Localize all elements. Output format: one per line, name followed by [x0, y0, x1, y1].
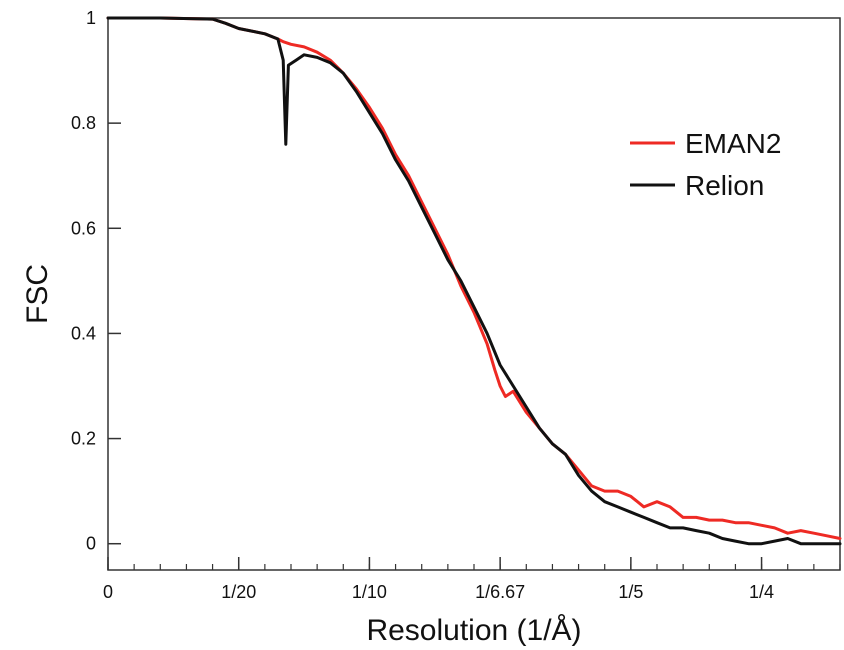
x-axis-label: Resolution (1/Å)	[366, 614, 581, 647]
y-tick-label: 0.8	[71, 113, 96, 133]
plot-frame	[107, 17, 841, 571]
x-tick-label: 1/4	[749, 582, 774, 602]
x-tick-label: 1/20	[221, 582, 256, 602]
x-tick-label: 1/6.67	[475, 582, 525, 602]
x-tick-label: 1/10	[352, 582, 387, 602]
series-lines	[106, 16, 842, 546]
y-axis-label: FSC	[21, 264, 54, 324]
legend: EMAN2 Relion	[630, 128, 781, 201]
series-line-eman2	[106, 16, 842, 540]
x-tick-label: 0	[103, 582, 113, 602]
y-tick-label: 0	[86, 534, 96, 554]
x-tick-label: 1/5	[618, 582, 643, 602]
legend-label-relion: Relion	[685, 170, 764, 201]
y-tick-label: 0.6	[71, 218, 96, 238]
x-axis: 0 1/20 1/10 1/6.67 1/5 1/4	[103, 557, 841, 602]
y-tick-label: 0.4	[71, 323, 96, 343]
y-tick-label: 1	[86, 8, 96, 28]
plot-border	[107, 17, 841, 571]
y-tick-label: 0.2	[71, 429, 96, 449]
legend-label-eman2: EMAN2	[685, 128, 781, 159]
y-axis: 0 0.2 0.4 0.6 0.8 1	[71, 8, 121, 554]
series-line-relion	[106, 16, 842, 546]
